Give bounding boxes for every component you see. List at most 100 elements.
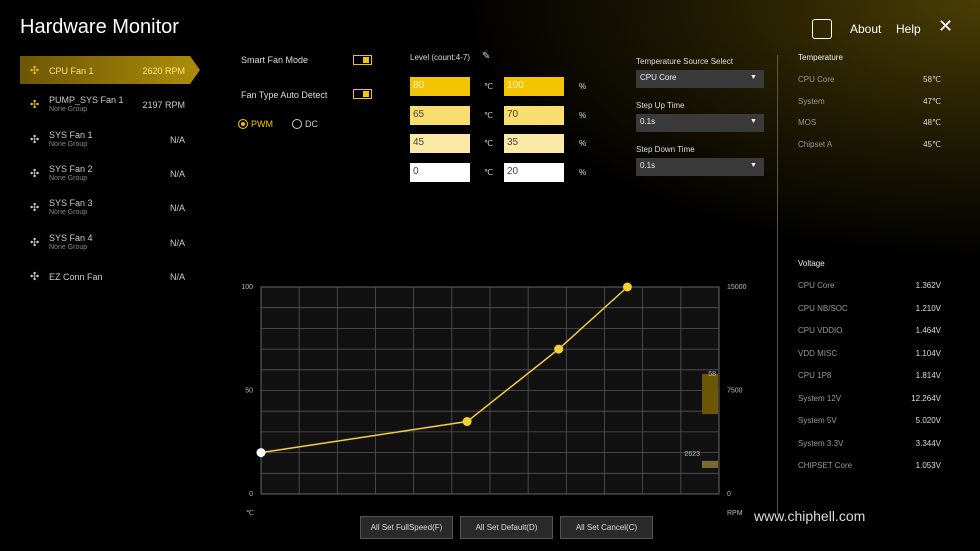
fan-value: N/A [169, 203, 185, 214]
y2-tick-label: 7500 [727, 388, 743, 395]
fan-group: None Group [49, 243, 88, 251]
unit: % [579, 139, 587, 148]
nav-link[interactable]: Help [896, 22, 921, 36]
sensor-value: 3.344V [915, 438, 941, 448]
sensor-name: CPU NB/SOC [798, 303, 848, 313]
temp-marker-label: 58 [708, 371, 716, 378]
duty-input[interactable]: 35 [504, 134, 564, 153]
unit: % [579, 82, 587, 91]
y2-tick-label: 15000 [727, 284, 747, 291]
button[interactable]: All Set Cancel(C) [560, 516, 653, 539]
level-title: Level (count:4-7) [410, 53, 471, 62]
curve-point [622, 282, 632, 292]
fan-icon: ✣ [30, 133, 40, 146]
fan-icon: ✣ [30, 65, 40, 77]
fan-icon: ✣ [30, 167, 40, 180]
source-label: Step Down Time [636, 145, 695, 154]
unit: % [579, 167, 587, 177]
fan-icon: ✣ [30, 202, 40, 215]
edit-icon[interactable]: ✎ [482, 51, 491, 62]
source-label: Temperature Source Select [636, 57, 733, 66]
sensor-value: 1.210V [915, 303, 941, 313]
sensor-name: System [798, 96, 825, 106]
dropdown-arrow: ▼ [750, 118, 757, 125]
temp-input[interactable]: 0 [410, 162, 470, 182]
radio-label: DC [305, 119, 318, 129]
label: Smart Fan Mode [241, 55, 309, 65]
sensor-name: System 3.3V [798, 438, 844, 448]
temp-input[interactable]: 65 [410, 105, 470, 125]
duty-input[interactable]: 20 [504, 162, 564, 182]
fan-value: N/A [169, 168, 185, 179]
sensor-name: CPU VDDIO [798, 326, 843, 335]
duty-input[interactable]: 100 [504, 77, 564, 96]
sensor-value: 45℃ [923, 139, 941, 149]
section-title: Voltage [798, 259, 825, 268]
fan-icon: ✣ [30, 99, 40, 112]
close-button[interactable]: ✕ [938, 16, 954, 36]
fan-name[interactable]: SYS Fan 2 [49, 163, 93, 174]
rpm-bar [702, 460, 718, 468]
fan-value: N/A [169, 134, 185, 145]
button[interactable]: All Set Default(D) [460, 516, 553, 539]
sensor-value: 1.362V [915, 281, 941, 290]
sensor-name: System 12V [798, 393, 842, 403]
y-tick-label: 50 [245, 388, 253, 395]
fan-name[interactable]: EZ Conn Fan [49, 271, 103, 282]
dropdown[interactable]: CPU Core [636, 70, 764, 88]
fan-off-icon[interactable] [812, 19, 832, 39]
y2-unit: RPM [727, 510, 743, 517]
temp-input[interactable]: 45 [410, 134, 470, 153]
divider [777, 55, 778, 515]
dropdown-arrow: ▼ [750, 74, 757, 81]
sensor-name: CPU Core [798, 281, 835, 290]
fan-value: N/A [169, 237, 185, 248]
fan-value: N/A [169, 271, 185, 282]
sensor-value: 5.020V [915, 416, 941, 425]
sensor-name: MOS [798, 118, 817, 127]
toggle[interactable] [353, 55, 372, 65]
dropdown[interactable]: 0.1s [636, 114, 764, 132]
selected-bg [20, 56, 190, 84]
nav-link[interactable]: About [850, 22, 882, 36]
fan-name[interactable]: SYS Fan 3 [49, 198, 93, 209]
temp-input[interactable]: 80 [410, 77, 470, 96]
sensor-name: System 5V [798, 416, 837, 425]
section-title: Temperature [798, 53, 843, 62]
fan-icon: ✣ [30, 270, 40, 283]
toggle[interactable] [353, 89, 372, 99]
fan-value: 2197 RPM [142, 100, 185, 111]
sensor-name: CHIPSET Core [798, 461, 853, 470]
selected-arrow [190, 56, 200, 84]
dropdown[interactable]: 0.1s [636, 158, 764, 176]
sensor-name: Chipset A [798, 139, 833, 149]
radio[interactable] [238, 119, 248, 129]
rpm-marker-label: 2623 [684, 451, 700, 458]
fan-group: None Group [49, 140, 88, 148]
unit: ℃ [484, 110, 493, 120]
fan-name[interactable]: CPU Fan 1 [49, 66, 94, 76]
fan-group: None Group [49, 106, 88, 114]
y-tick-label: 0 [249, 491, 253, 498]
label: Fan Type Auto Detect [241, 90, 328, 100]
fan-name[interactable]: PUMP_SYS Fan 1 [49, 95, 124, 106]
fan-name[interactable]: SYS Fan 1 [49, 129, 93, 140]
button[interactable]: All Set FullSpeed(F) [360, 516, 453, 539]
dropdown-arrow: ▼ [750, 162, 757, 169]
radio[interactable] [292, 119, 302, 129]
fan-icon: ✣ [30, 236, 40, 249]
unit: % [579, 110, 587, 120]
x-unit: ℃ [246, 510, 254, 517]
title: Hardware Monitor [20, 16, 179, 38]
sensor-value: 1.104V [915, 348, 941, 358]
sensor-name: CPU 1P8 [798, 371, 832, 380]
source-label: Step Up Time [636, 101, 685, 110]
fan-name[interactable]: SYS Fan 4 [49, 232, 93, 243]
sensor-value: 47℃ [923, 96, 941, 106]
y-tick-label: 100 [241, 284, 253, 291]
sensor-value: 1.814V [915, 371, 941, 380]
sensor-value: 48℃ [923, 118, 941, 127]
duty-input[interactable]: 70 [504, 105, 564, 125]
sensor-value: 58℃ [923, 75, 941, 84]
